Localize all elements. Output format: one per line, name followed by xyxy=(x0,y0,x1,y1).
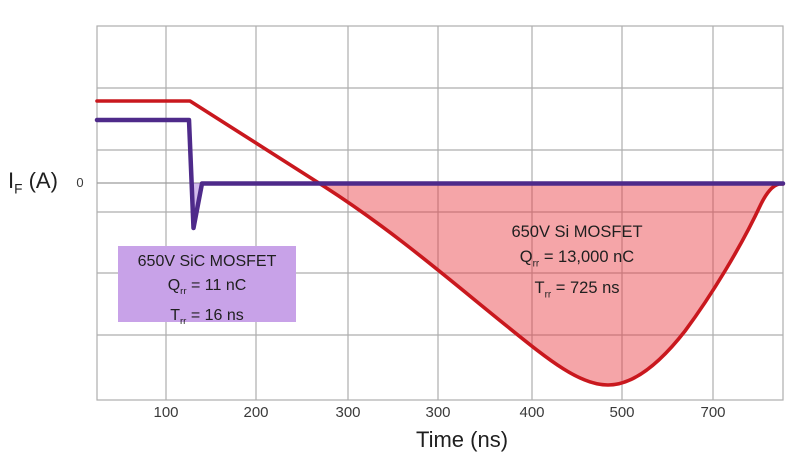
si-annotation-title: 650V Si MOSFET xyxy=(511,223,643,241)
x-tick-label-7: 700 xyxy=(700,404,726,421)
x-tick-label-3: 300 xyxy=(335,404,361,421)
y-zero-tick-label: 0 xyxy=(76,175,84,190)
si-annotation: 650V Si MOSFET Qrr = 13,000 nC Trr = 725 n… xyxy=(462,220,692,308)
y-axis-subscript: F xyxy=(14,181,23,197)
sic-annotation-title: 650V SiC MOSFET xyxy=(137,253,277,270)
x-tick-label-4: 300 xyxy=(425,404,451,421)
sic-mosfet-curve xyxy=(94,117,786,231)
si-mosfet-curve xyxy=(95,99,785,387)
plot-border xyxy=(96,25,784,401)
x-tick-label-5: 400 xyxy=(519,404,545,421)
x-axis-title: Time (ns) xyxy=(415,427,509,452)
x-tick-label-2: 200 xyxy=(243,404,269,421)
sic-annotation-trr: Trr = 16 ns xyxy=(170,307,244,328)
y-axis-unit: (A) xyxy=(28,168,58,193)
y-axis-symbol: I xyxy=(8,168,15,193)
x-tick-label-6: 500 xyxy=(609,404,635,421)
si-annotation-trr: Trr = 725 ns xyxy=(534,279,620,301)
si-qrr-area xyxy=(319,183,779,385)
si-annotation-qrr: Qrr = 13,000 nC xyxy=(519,247,635,269)
y-axis-label: IF (A) xyxy=(8,168,58,196)
sic-annotation-box: 650V SiC MOSFET Qrr = 11 nC Trr = 16 ns xyxy=(118,246,296,327)
x-tick-label-1: 100 xyxy=(153,404,179,421)
sic-annotation-qrr: Qrr = 11 nC xyxy=(167,277,247,298)
